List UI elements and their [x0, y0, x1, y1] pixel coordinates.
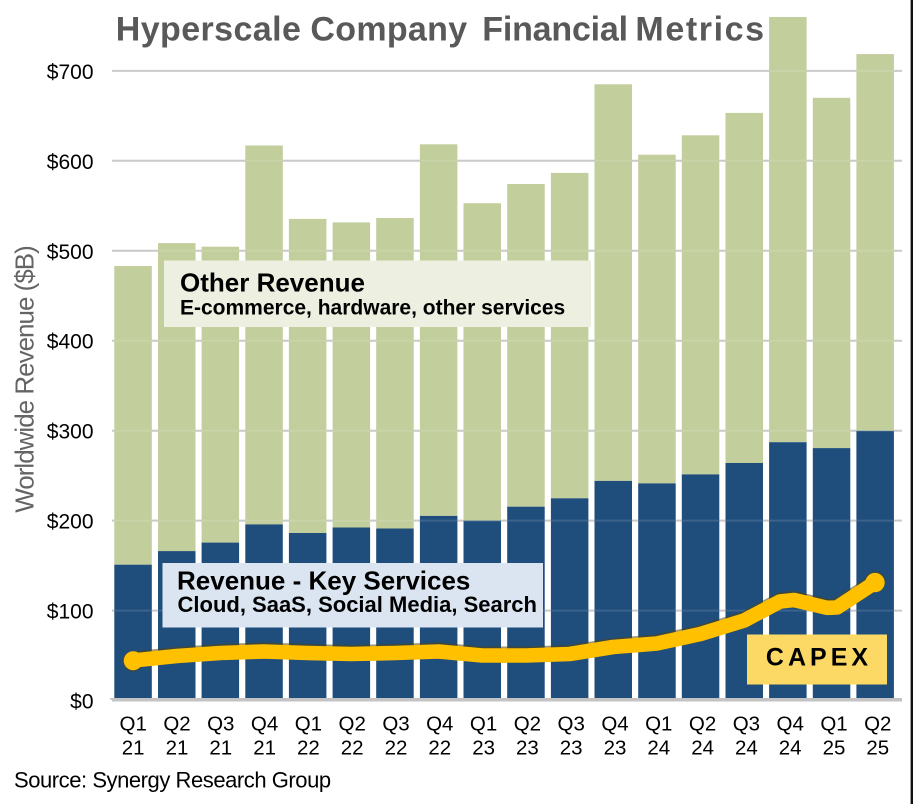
svg-text:23: 23: [516, 737, 539, 760]
svg-text:Q3: Q3: [558, 713, 585, 736]
svg-text:$300: $300: [47, 421, 94, 444]
svg-text:Source: Synergy Research Group: Source: Synergy Research Group: [14, 768, 331, 793]
svg-text:$200: $200: [47, 511, 94, 534]
svg-text:$500: $500: [47, 241, 94, 264]
svg-text:Q2: Q2: [689, 713, 716, 736]
svg-text:21: 21: [166, 737, 189, 760]
svg-text:Q4: Q4: [601, 713, 628, 736]
svg-text:Q2: Q2: [514, 713, 541, 736]
svg-text:Metrics: Metrics: [635, 11, 765, 49]
svg-text:22: 22: [385, 737, 408, 760]
svg-text:Q4: Q4: [251, 713, 278, 736]
svg-text:Q2: Q2: [864, 713, 891, 736]
svg-text:Worldwide Revenue ($B): Worldwide Revenue ($B): [10, 246, 40, 513]
svg-text:25: 25: [866, 737, 889, 760]
svg-text:$400: $400: [47, 331, 94, 354]
svg-text:Q2: Q2: [163, 713, 190, 736]
svg-text:Q3: Q3: [207, 713, 234, 736]
svg-text:Q4: Q4: [426, 713, 453, 736]
svg-text:24: 24: [691, 737, 714, 760]
svg-text:$100: $100: [47, 601, 94, 624]
svg-text:23: 23: [472, 737, 495, 760]
svg-text:Hyperscale: Hyperscale: [116, 11, 301, 49]
svg-text:Q2: Q2: [339, 713, 366, 736]
svg-text:Cloud, SaaS, Social Media, Sea: Cloud, SaaS, Social Media, Search: [178, 592, 537, 617]
svg-text:21: 21: [253, 737, 276, 760]
svg-text:$600: $600: [47, 151, 94, 174]
svg-text:Q3: Q3: [382, 713, 409, 736]
svg-text:23: 23: [604, 737, 627, 760]
svg-text:25: 25: [823, 737, 846, 760]
svg-text:CAPEX: CAPEX: [766, 644, 872, 672]
svg-text:$0: $0: [70, 691, 93, 714]
svg-text:Q3: Q3: [733, 713, 760, 736]
svg-text:24: 24: [779, 737, 802, 760]
svg-text:Q1: Q1: [120, 713, 147, 736]
svg-text:Q1: Q1: [820, 713, 847, 736]
svg-text:24: 24: [735, 737, 758, 760]
svg-text:21: 21: [122, 737, 145, 760]
svg-text:$700: $700: [47, 61, 94, 84]
svg-text:E-commerce, hardware, other se: E-commerce, hardware, other services: [180, 297, 565, 320]
svg-text:22: 22: [341, 737, 364, 760]
svg-text:22: 22: [297, 737, 320, 760]
svg-text:Revenue - Key Services: Revenue - Key Services: [177, 566, 470, 596]
svg-text:24: 24: [647, 737, 670, 760]
svg-text:22: 22: [428, 737, 451, 760]
svg-text:Q1: Q1: [470, 713, 497, 736]
svg-text:Financial: Financial: [482, 11, 628, 49]
svg-text:23: 23: [560, 737, 583, 760]
svg-text:Q1: Q1: [295, 713, 322, 736]
svg-text:Company: Company: [310, 11, 467, 49]
svg-text:21: 21: [209, 737, 232, 760]
svg-text:Q4: Q4: [777, 713, 804, 736]
svg-text:Other Revenue: Other Revenue: [180, 268, 365, 298]
svg-text:Q1: Q1: [645, 713, 672, 736]
